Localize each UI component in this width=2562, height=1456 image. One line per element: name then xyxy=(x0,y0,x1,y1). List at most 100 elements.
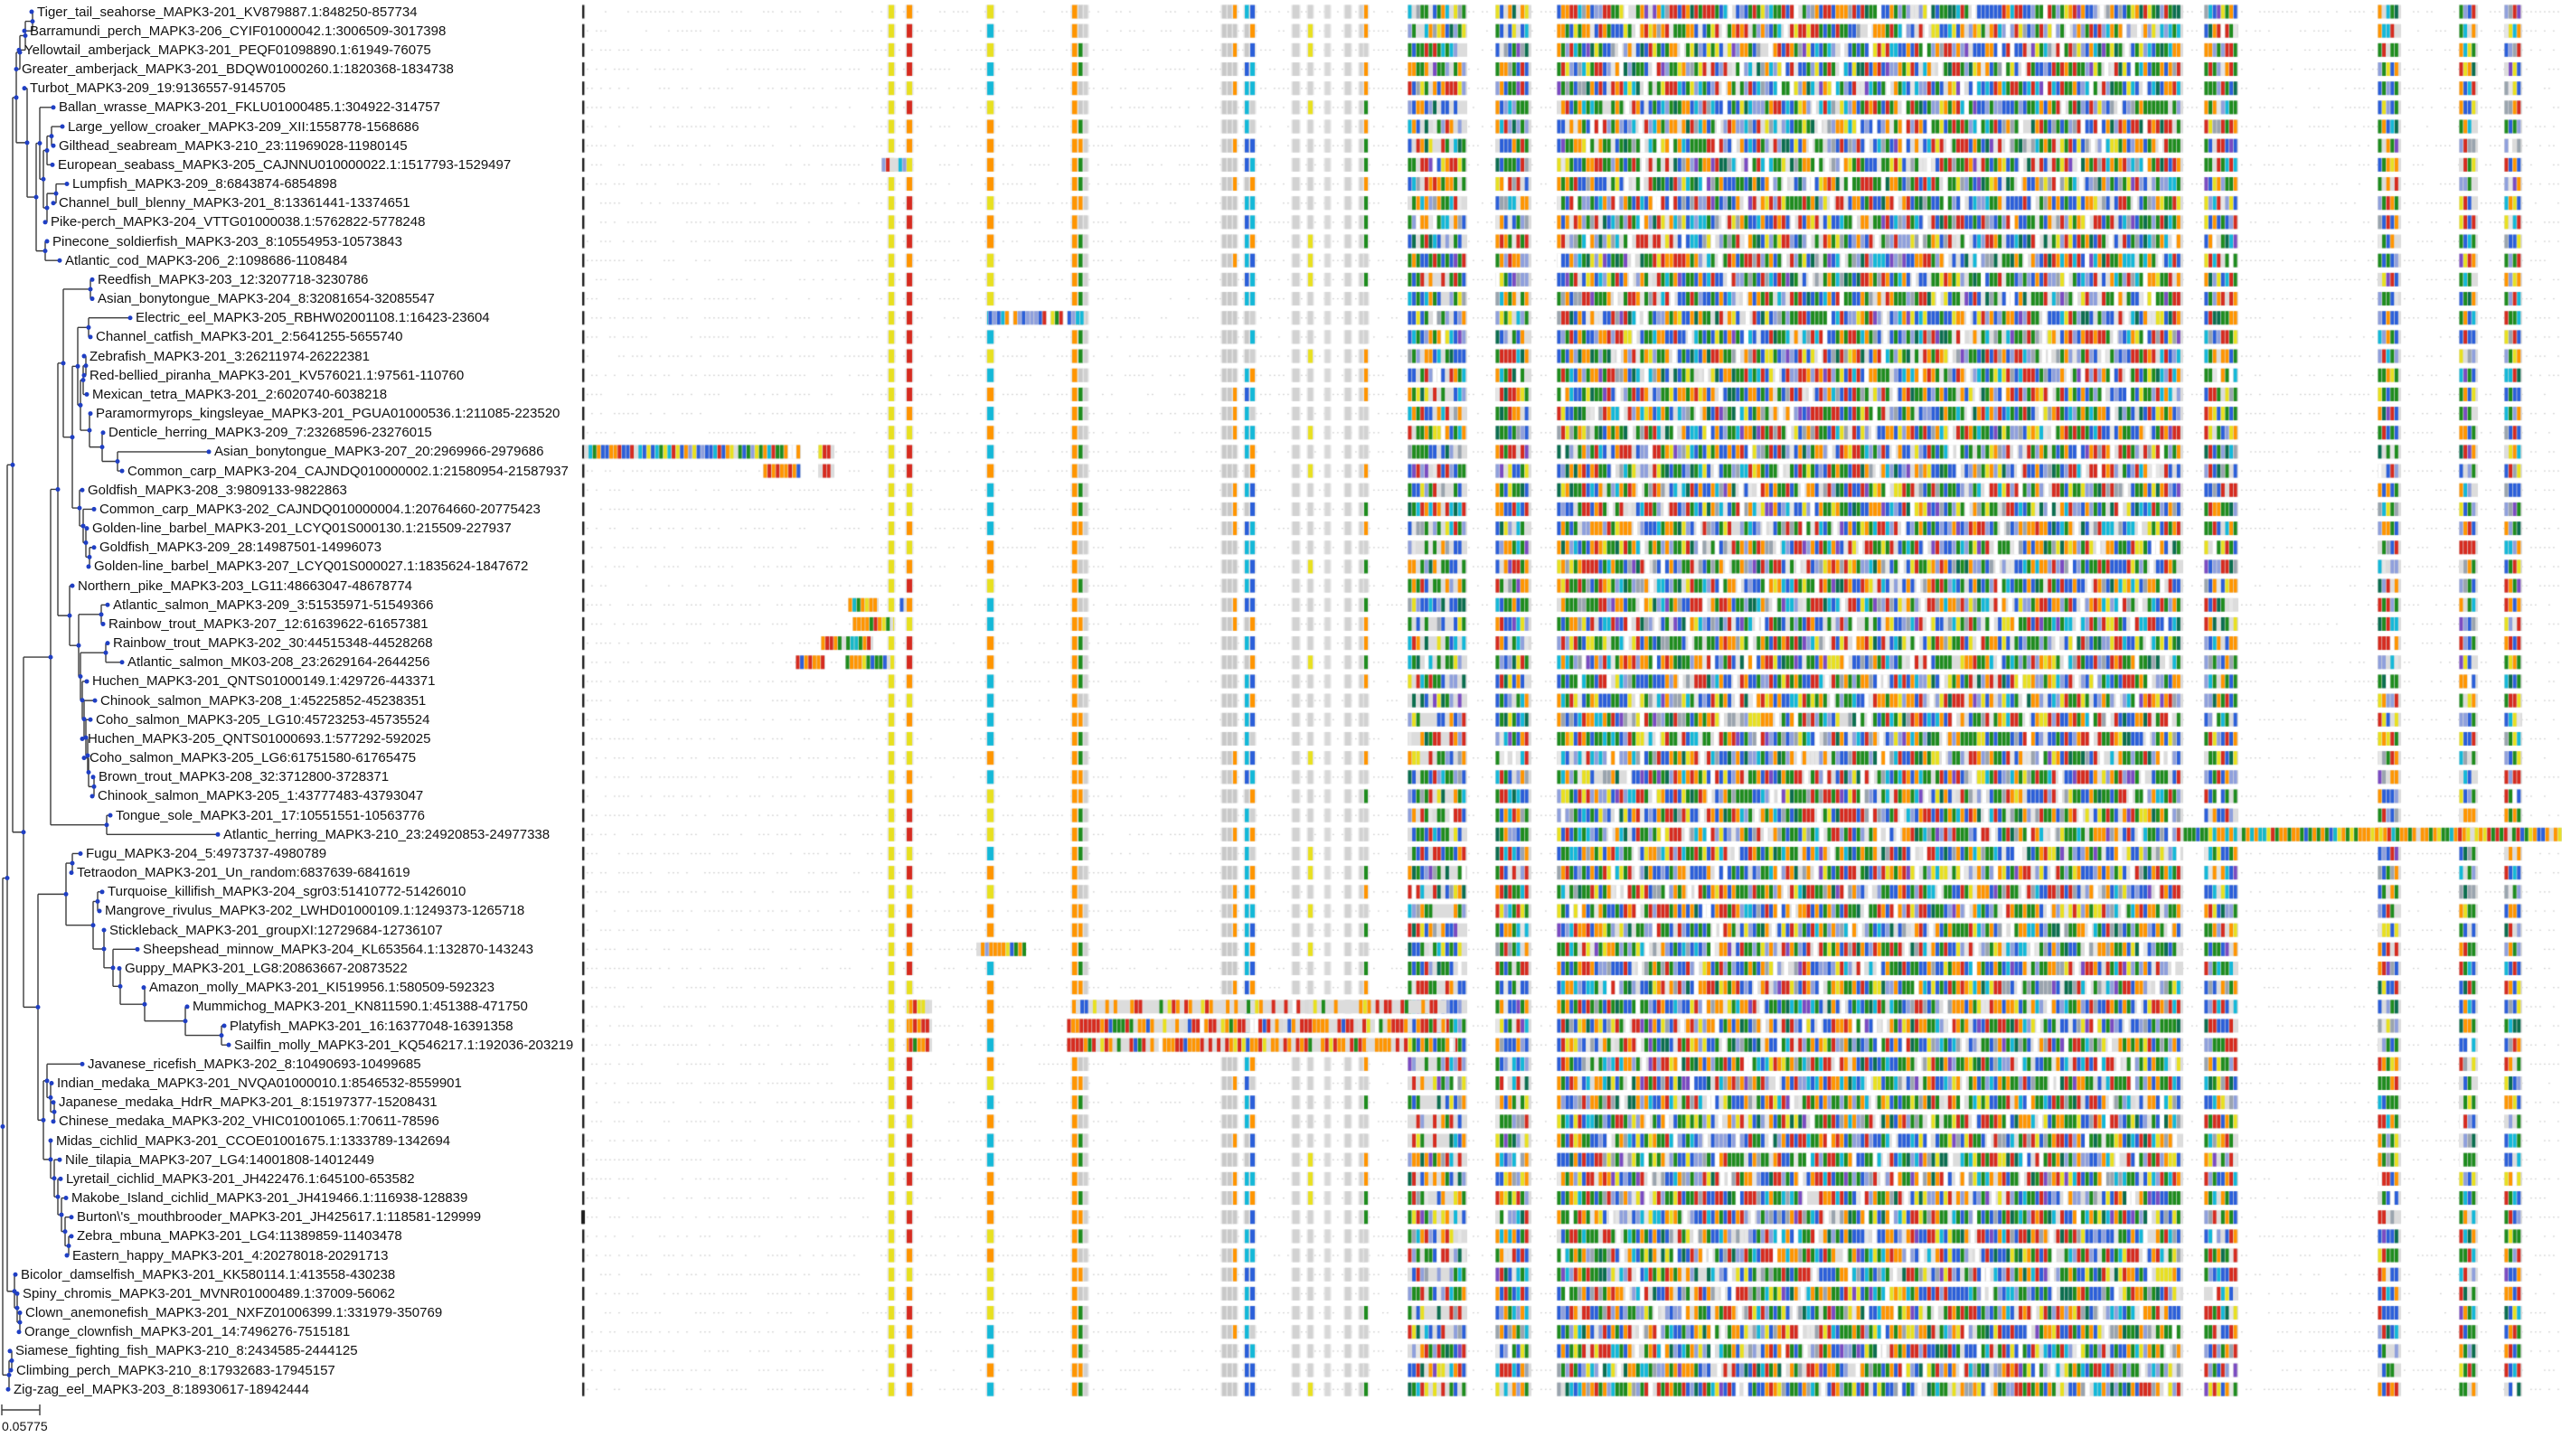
tree-leaf-label[interactable]: Stickleback_MAPK3-201_groupXI:12729684-1… xyxy=(109,922,443,938)
tree-leaf-label[interactable]: Paramormyrops_kingsleyae_MAPK3-201_PGUA0… xyxy=(96,406,560,422)
tree-node-dot xyxy=(95,898,100,904)
tree-leaf-label[interactable]: Siamese_fighting_fish_MAPK3-210_8:243458… xyxy=(15,1343,358,1359)
tree-node-dot xyxy=(141,985,146,991)
tree-leaf-label[interactable]: Goldfish_MAPK3-209_28:14987501-14996073 xyxy=(99,540,381,556)
tree-leaf-label[interactable]: Lumpfish_MAPK3-209_8:6843874-6854898 xyxy=(72,176,337,193)
tree-leaf-label[interactable]: Sheepshead_minnow_MAPK3-204_KL653564.1:1… xyxy=(143,941,534,957)
tree-node-dot xyxy=(13,1272,18,1277)
tree-node-dot xyxy=(127,315,133,321)
tree-leaf-label[interactable]: Common_carp_MAPK3-204_CAJNDQ010000002.1:… xyxy=(127,463,569,479)
tree-leaf-label[interactable]: Channel_catfish_MAPK3-201_2:5641255-5655… xyxy=(96,329,403,345)
tree-leaf-label[interactable]: Reedfish_MAPK3-203_12:3207718-3230786 xyxy=(98,271,369,287)
tree-leaf-label[interactable]: Climbing_perch_MAPK3-210_8:17932683-1794… xyxy=(16,1362,335,1378)
tree-leaf-label[interactable]: European_seabass_MAPK3-205_CAJNNU0100000… xyxy=(58,156,512,173)
tree-leaf-label[interactable]: Tetraodon_MAPK3-201_Un_random:6837639-68… xyxy=(77,865,410,881)
tree-leaf-label[interactable]: Goldfish_MAPK3-208_3:9809133-9822863 xyxy=(88,482,347,498)
tree-leaf-label[interactable]: Makobe_Island_cichlid_MAPK3-201_JH419466… xyxy=(71,1190,468,1207)
tree-leaf-label[interactable]: Atlantic_cod_MAPK3-206_2:1098686-1108484 xyxy=(65,252,348,268)
tree-node-dot xyxy=(69,1234,74,1239)
tree-leaf-label[interactable]: Zebrafish_MAPK3-201_3:26211974-26222381 xyxy=(89,348,370,364)
tree-leaf-label[interactable]: Coho_salmon_MAPK3-205_LG10:45723253-4573… xyxy=(96,711,430,728)
tree-node-dot xyxy=(135,946,140,952)
tree-node-dot xyxy=(48,1138,53,1143)
tree-node-dot xyxy=(42,220,48,225)
tree-leaf-label[interactable]: Brown_trout_MAPK3-208_32:3712800-3728371 xyxy=(99,769,390,785)
tree-node-dot xyxy=(100,621,106,626)
tree-leaf-label[interactable]: Large_yellow_croaker_MAPK3-209_XII:15587… xyxy=(68,118,419,135)
tree-node-dot xyxy=(80,378,86,383)
tree-leaf-label[interactable]: Yellowtail_amberjack_MAPK3-201_PEQF01098… xyxy=(24,42,431,58)
tree-node-dot xyxy=(86,770,91,775)
tree-leaf-label[interactable]: Rainbow_trout_MAPK3-207_12:61639622-6165… xyxy=(108,615,429,632)
tree-leaf-label[interactable]: Huchen_MAPK3-205_QNTS01000693.1:577292-5… xyxy=(88,730,431,747)
tree-leaf-label[interactable]: Coho_salmon_MAPK3-205_LG6:61751580-61765… xyxy=(89,750,417,766)
tree-node-dot xyxy=(183,1019,188,1024)
tree-leaf-label[interactable]: Atlantic_herring_MAPK3-210_23:24920853-2… xyxy=(223,826,551,842)
tree-leaf-label[interactable]: Mangrove_rivulus_MAPK3-202_LWHD01000109.… xyxy=(105,903,525,919)
tree-node-dot xyxy=(101,927,107,933)
tree-leaf-label[interactable]: Midas_cichlid_MAPK3-201_CCOE01001675.1:1… xyxy=(56,1132,451,1149)
tree-leaf-label[interactable]: Tongue_sole_MAPK3-201_17:10551551-105637… xyxy=(116,807,425,823)
tree-leaf-label[interactable]: Denticle_herring_MAPK3-209_7:23268596-23… xyxy=(108,425,432,441)
tree-leaf-label[interactable]: Red-bellied_piranha_MAPK3-201_KV576021.1… xyxy=(89,367,465,383)
tree-node-dot xyxy=(29,9,34,14)
tree-leaf-label[interactable]: Pike-perch_MAPK3-204_VTTG01000038.1:5762… xyxy=(51,214,426,230)
tree-leaf-label[interactable]: Burton\'s_mouthbrooder_MAPK3-201_JH42561… xyxy=(77,1209,482,1226)
tree-leaf-label[interactable]: Zig-zag_eel_MAPK3-203_8:18930617-1894244… xyxy=(14,1381,309,1397)
tree-leaf-label[interactable]: Ballan_wrasse_MAPK3-201_FKLU01000485.1:3… xyxy=(59,99,440,116)
tree-leaf-label[interactable]: Chinook_salmon_MAPK3-205_1:43777483-4379… xyxy=(98,788,424,804)
tree-leaf-label[interactable]: Atlantic_salmon_MK03-208_23:2629164-2644… xyxy=(127,654,430,671)
tree-node-dot xyxy=(0,1123,5,1129)
tree-node-dot xyxy=(69,1215,74,1220)
tree-leaf-label[interactable]: Javanese_ricefish_MAPK3-202_8:10490693-1… xyxy=(88,1056,421,1072)
tree-leaf-label[interactable]: Huchen_MAPK3-201_QNTS01000149.1:429726-4… xyxy=(92,673,436,690)
tree-leaf-label[interactable]: Japanese_medaka_HdrR_MAPK3-201_8:1519737… xyxy=(59,1094,438,1111)
tree-leaf-label[interactable]: Golden-line_barbel_MAPK3-207_LCYQ01S0000… xyxy=(94,559,529,575)
tree-node-dot xyxy=(23,33,28,38)
tree-leaf-label[interactable]: Turquoise_killifish_MAPK3-204_sgr03:5141… xyxy=(108,884,466,900)
tree-leaf-label[interactable]: Channel_bull_blenny_MAPK3-201_8:13361441… xyxy=(59,195,410,211)
tree-leaf-label[interactable]: Asian_bonytongue_MAPK3-204_8:32081654-32… xyxy=(98,291,435,307)
tree-leaf-label[interactable]: Pinecone_soldierfish_MAPK3-203_8:1055495… xyxy=(52,233,402,249)
tree-node-dot xyxy=(219,1033,224,1038)
tree-leaf-label[interactable]: Tiger_tail_seahorse_MAPK3-201_KV879887.1… xyxy=(37,4,418,20)
tree-leaf-label[interactable]: Gilthead_seabream_MAPK3-210_23:11969028-… xyxy=(59,137,408,154)
tree-leaf-label[interactable]: Amazon_molly_MAPK3-201_KI519956.1:580509… xyxy=(149,980,495,996)
tree-leaf-label[interactable]: Golden-line_barbel_MAPK3-201_LCYQ01S0001… xyxy=(92,521,512,537)
tree-leaf-label[interactable]: Clown_anemonefish_MAPK3-201_NXFZ01006399… xyxy=(25,1305,443,1321)
tree-leaf-label[interactable]: Guppy_MAPK3-201_LG8:20863667-20873522 xyxy=(125,961,408,976)
tree-leaf-label[interactable]: Common_carp_MAPK3-202_CAJNDQ010000004.1:… xyxy=(99,501,541,517)
tree-node-dot xyxy=(42,249,48,254)
tree-leaf-label[interactable]: Asian_bonytongue_MAPK3-207_20:2969966-29… xyxy=(214,444,544,460)
tree-leaf-label[interactable]: Orange_clownfish_MAPK3-201_14:7496276-75… xyxy=(24,1324,351,1340)
tree-leaf-label[interactable]: Zebra_mbuna_MAPK3-201_LG4:11389859-11403… xyxy=(77,1228,402,1245)
tree-node-dot xyxy=(117,966,122,971)
tree-leaf-label[interactable]: Mexican_tetra_MAPK3-201_2:6020740-603821… xyxy=(92,386,388,402)
tree-node-dot xyxy=(53,191,59,196)
tree-leaf-label[interactable]: Greater_amberjack_MAPK3-201_BDQW01000260… xyxy=(22,61,454,77)
tree-leaf-label[interactable]: Electric_eel_MAPK3-205_RBHW02001108.1:16… xyxy=(136,310,490,326)
tree-leaf-label[interactable]: Atlantic_salmon_MAPK3-209_3:51535971-515… xyxy=(113,596,434,613)
tree-leaf-label[interactable]: Platyfish_MAPK3-201_16:16377048-16391358 xyxy=(230,1018,513,1034)
tree-node-dot xyxy=(21,830,26,835)
tree-leaf-label[interactable]: Barramundi_perch_MAPK3-206_CYIF01000042.… xyxy=(30,23,447,39)
tree-leaf-label[interactable]: Chinook_salmon_MAPK3-208_1:45225852-4523… xyxy=(100,692,427,709)
tree-leaf-label[interactable]: Spiny_chromis_MAPK3-201_MVNR01000489.1:3… xyxy=(23,1285,395,1301)
tree-leaf-label[interactable]: Chinese_medaka_MAPK3-202_VHIC01001065.1:… xyxy=(59,1113,439,1130)
tree-node-dot xyxy=(104,822,109,828)
tree-leaf-label[interactable]: Northern_pike_MAPK3-203_LG11:48663047-48… xyxy=(78,578,412,594)
tree-leaf-label[interactable]: Mummichog_MAPK3-201_KN811590.1:451388-47… xyxy=(193,999,528,1015)
tree-node-dot xyxy=(9,1357,14,1363)
tree-leaf-label[interactable]: Lyretail_cichlid_MAPK3-201_JH422476.1:64… xyxy=(66,1170,415,1187)
tree-leaf-label[interactable]: Rainbow_trout_MAPK3-202_30:44515348-4452… xyxy=(113,635,433,652)
tree-leaf-label[interactable]: Bicolor_damselfish_MAPK3-201_KK580114.1:… xyxy=(21,1266,396,1282)
tree-leaf-label[interactable]: Indian_medaka_MAPK3-201_NVQA01000010.1:8… xyxy=(57,1076,462,1092)
tree-leaf-label[interactable]: Eastern_happy_MAPK3-201_4:20278018-20291… xyxy=(72,1247,389,1263)
tree-node-dot xyxy=(51,143,56,148)
tree-leaf-label[interactable]: Turbot_MAPK3-209_19:9136557-9145705 xyxy=(30,80,286,97)
tree-leaf-label[interactable]: Sailfin_molly_MAPK3-201_KQ546217.1:19203… xyxy=(234,1037,574,1053)
tree-leaf-label[interactable]: Fugu_MAPK3-204_5:4973737-4980789 xyxy=(86,845,327,861)
tree-node-dot xyxy=(81,372,87,378)
tree-leaf-label[interactable]: Nile_tilapia_MAPK3-207_LG4:14001808-1401… xyxy=(65,1151,374,1168)
tree-node-dot xyxy=(85,753,90,758)
